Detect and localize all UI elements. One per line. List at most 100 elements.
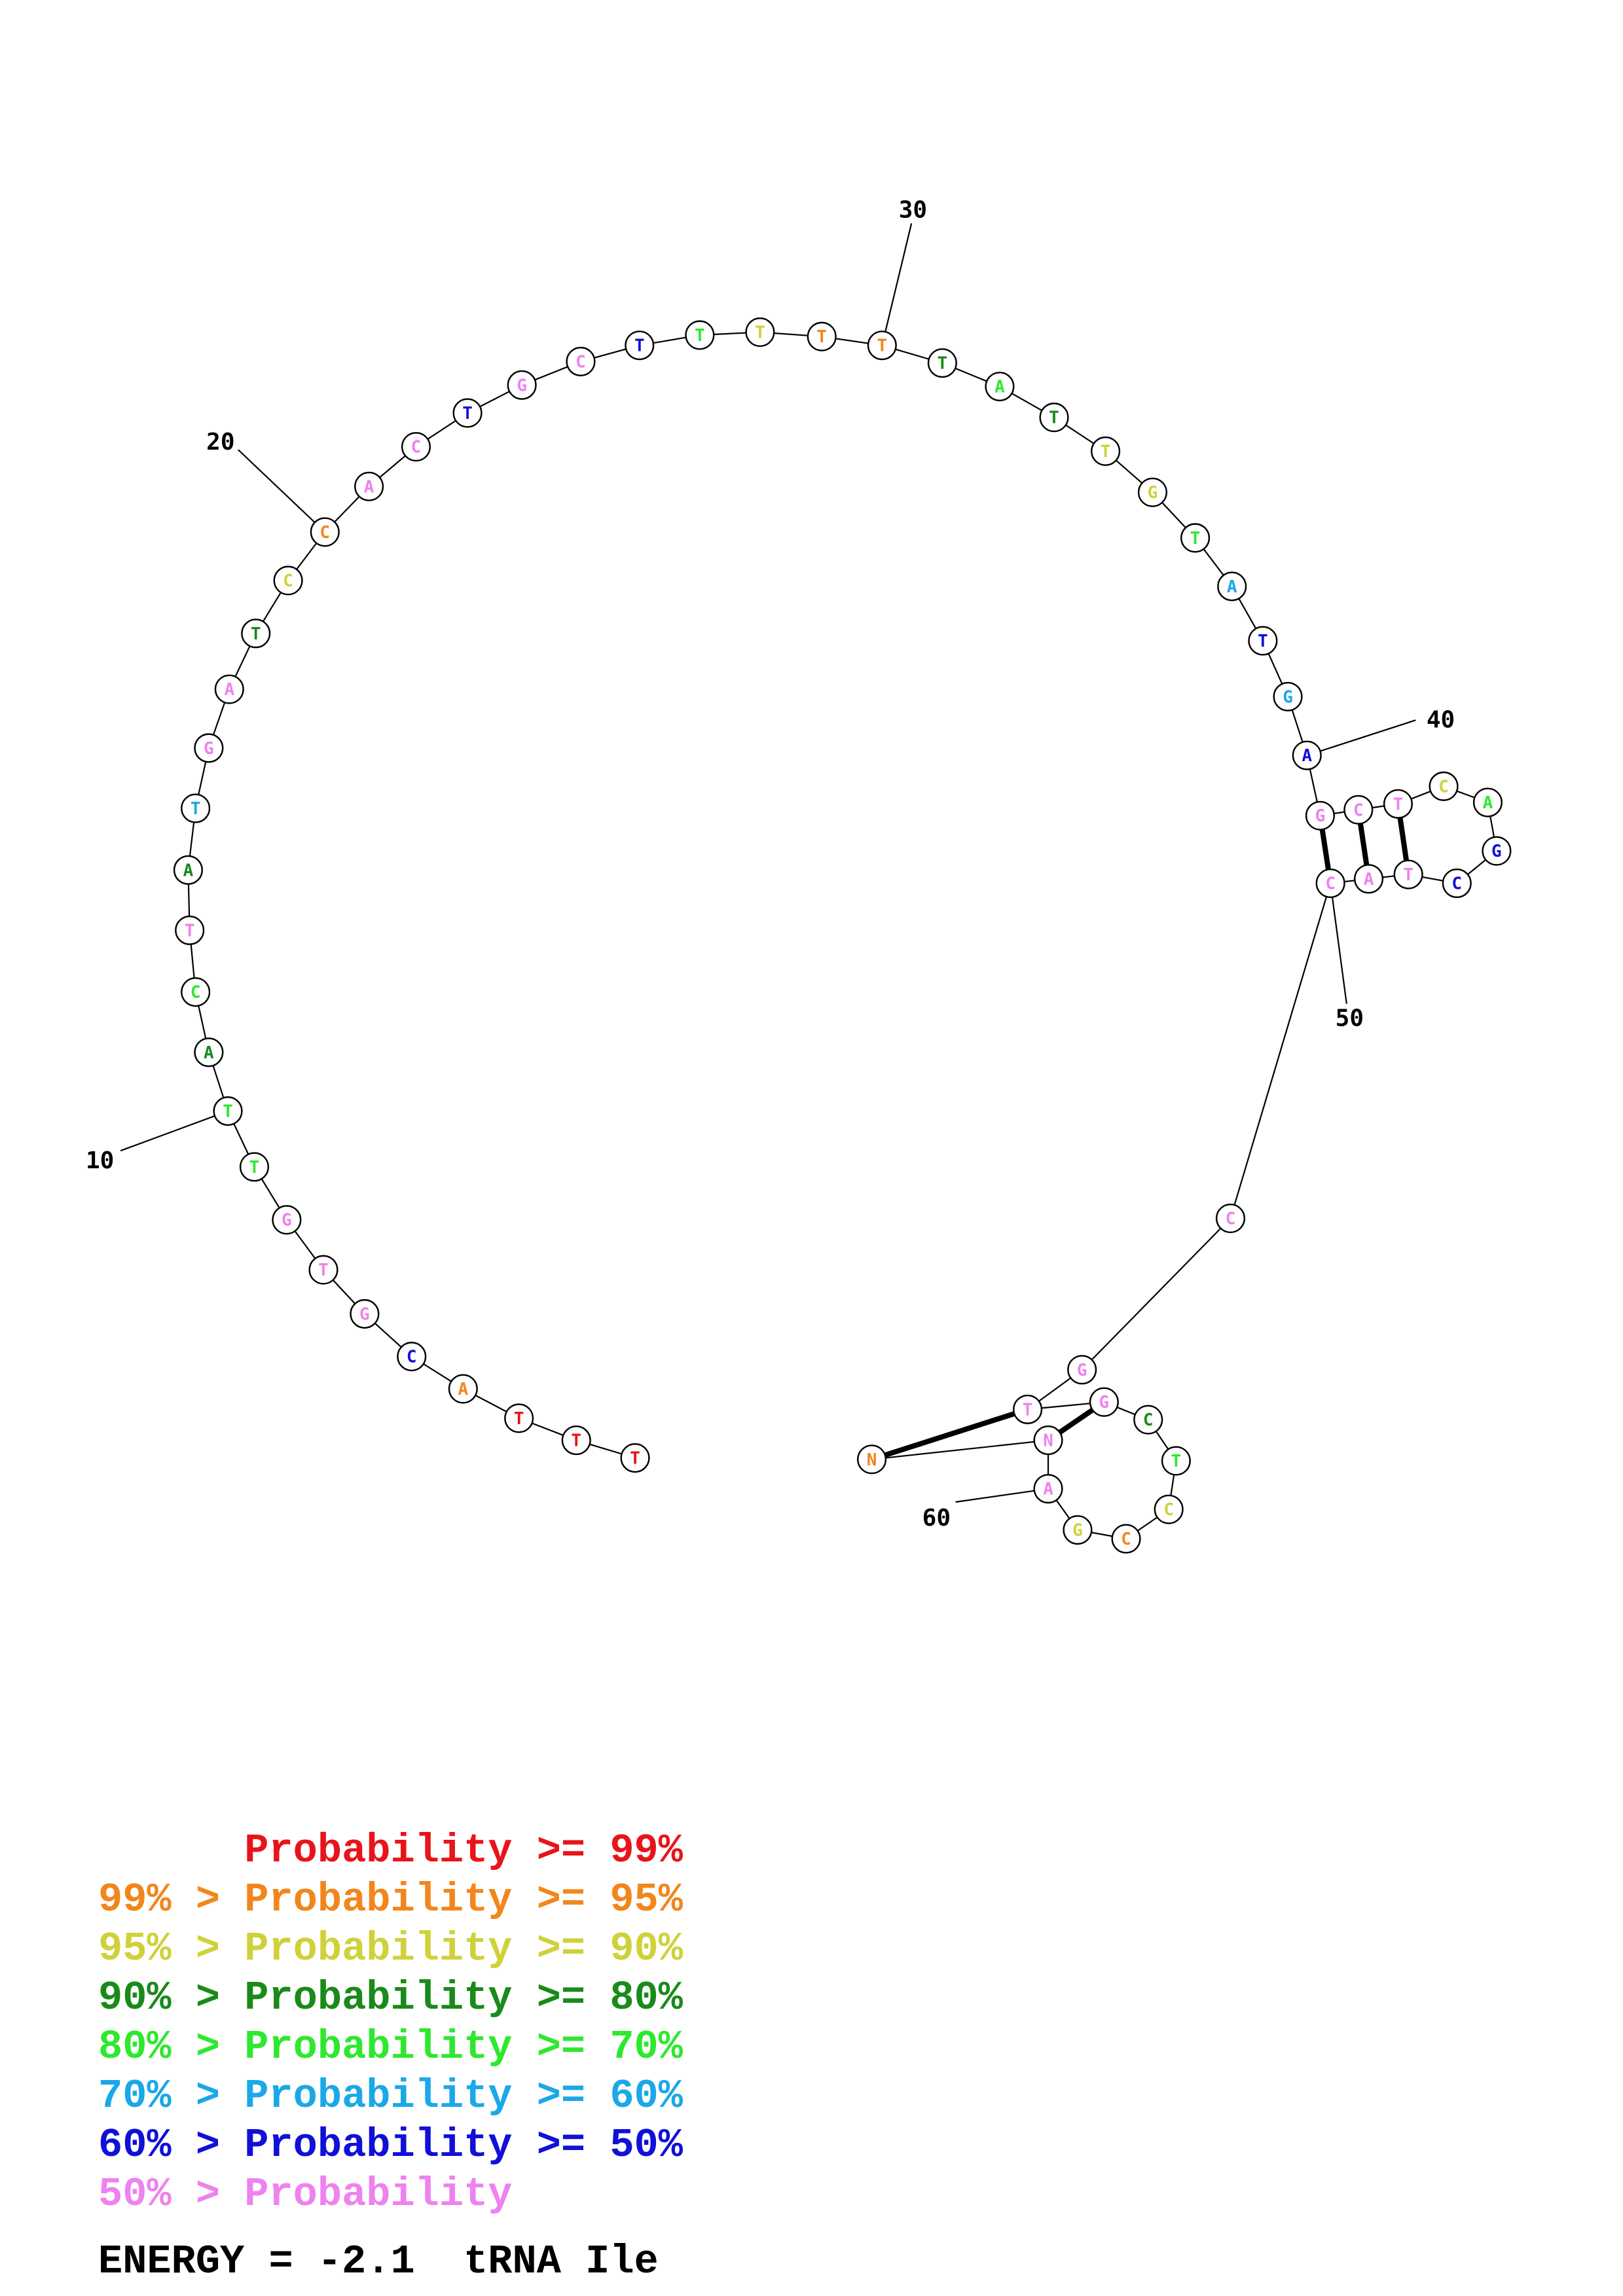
legend-row-p50: 60% > Probability >= 50% [98, 2121, 683, 2170]
nucleotide-letter: C [407, 1348, 417, 1367]
position-label-40: 40 [1427, 707, 1455, 734]
nucleotide-circle [173, 855, 203, 885]
nucleotide-letter: C [1163, 1500, 1174, 1520]
legend-text: Probability >= 50% [244, 2122, 683, 2168]
nucleotide-circle [1133, 1405, 1163, 1435]
nucleotide-letter: A [1483, 793, 1493, 813]
nucleotide-letter: G [1077, 1361, 1087, 1380]
nucleotide-14: A [173, 855, 203, 885]
nucleotide-circle [1039, 403, 1069, 433]
position-tick [1330, 883, 1347, 1004]
nucleotide-letter: A [364, 477, 374, 497]
nucleotide-36: T [1180, 523, 1211, 553]
nucleotide-letter: C [411, 438, 422, 457]
nucleotide-34: T [1091, 436, 1121, 466]
nucleotide-16: G [194, 733, 224, 763]
nucleotide-circle [745, 317, 775, 348]
nucleotide-10: T [213, 1096, 243, 1126]
nucleotide-circle [401, 432, 431, 462]
nucleotide-32: A [985, 372, 1015, 402]
position-label-30: 30 [899, 196, 927, 223]
nucleotide-38: T [1248, 626, 1278, 656]
legend-row-p95: 99% > Probability >= 95% [98, 1875, 683, 1924]
nucleotide-letter: G [359, 1304, 370, 1324]
nucleotide-letter: T [1171, 1452, 1182, 1471]
nucleotide-42: C [1343, 795, 1374, 825]
nucleotide-24: G [507, 370, 537, 400]
nucleotide-59: G [1063, 1515, 1093, 1545]
nucleotide-56: T [1161, 1446, 1191, 1476]
nucleotide-letter: C [575, 352, 586, 372]
position-ticks: 10 20 30 40 50 60 [86, 196, 1455, 1531]
nucleotide-circle [1273, 681, 1303, 711]
nucleotide-letter: C [191, 983, 201, 1003]
nucleotide-5: C [397, 1342, 427, 1372]
nucleotide-43: T [1383, 789, 1413, 819]
legend-prefix: 90% > [98, 1975, 245, 2021]
nucleotide-letter: T [571, 1431, 581, 1451]
nucleotide-51: C [1215, 1203, 1245, 1234]
nucleotide-letter: T [1049, 408, 1059, 428]
nucleotide-40: A [1292, 740, 1322, 770]
base-pair-bonds [871, 803, 1412, 1462]
nucleotide-54: G [1089, 1387, 1119, 1417]
nucleotide-circle [1089, 1387, 1119, 1417]
position-tick [238, 449, 326, 533]
nucleotide-57: C [1154, 1494, 1184, 1524]
nucleotide-letter: G [282, 1211, 292, 1230]
legend-text: Probability >= 99% [244, 1827, 683, 1874]
nucleotide-30: T [867, 331, 897, 361]
nucleotide-circle [1067, 1355, 1097, 1385]
nucleotide-1: T [620, 1443, 650, 1473]
nucleotide-53: T [1013, 1394, 1043, 1424]
nucleotide-letter: C [1451, 874, 1462, 894]
nucleotide-45: A [1472, 787, 1503, 817]
nucleotide-circle [504, 1403, 534, 1433]
nucleotide-circle [807, 321, 837, 351]
nucleotide-61: N [1033, 1426, 1063, 1456]
nucleotide-circle [350, 1299, 380, 1329]
nucleotide-28: T [745, 317, 775, 348]
nucleotide-46: G [1482, 836, 1512, 866]
nucleotide-60: A [1033, 1474, 1063, 1504]
nucleotides: T T T A C G T G T T A C T A T G A T C C A C T G C T T T T T T A T T G T A T G A… [173, 317, 1512, 1554]
nucleotide-circle [1343, 795, 1374, 825]
nucleotide-circle [1472, 787, 1503, 817]
nucleotide-letter: T [1101, 442, 1111, 461]
nucleotide-2: T [561, 1426, 591, 1456]
nucleotide-47: C [1442, 868, 1472, 899]
backbone-segment [1081, 1217, 1231, 1371]
position-tick [881, 223, 913, 346]
nucleotide-23: T [452, 398, 483, 428]
nucleotide-letter: A [1364, 870, 1374, 889]
nucleotide-letter: A [224, 680, 234, 700]
nucleotide-39: G [1273, 681, 1303, 711]
nucleotide-letter: C [1325, 874, 1336, 894]
nucleotide-letter: N [867, 1450, 877, 1470]
nucleotide-letter: T [462, 404, 473, 423]
nucleotide-circle [194, 1037, 224, 1067]
nucleotide-circle [1137, 477, 1167, 507]
nucleotide-letter: T [1393, 795, 1404, 814]
nucleotide-letter: T [695, 326, 705, 346]
position-label-10: 10 [86, 1147, 114, 1174]
nucleotide-circle [1091, 436, 1121, 466]
nucleotide-circle [561, 1426, 591, 1456]
nucleotide-19: C [273, 565, 303, 596]
nucleotide-13: T [175, 915, 205, 945]
nucleotide-letter: T [1403, 865, 1413, 885]
nucleotide-letter: T [877, 336, 887, 356]
nucleotide-letter: T [223, 1102, 233, 1122]
legend-text: Probability >= 70% [244, 2024, 683, 2070]
nucleotide-circle [1354, 864, 1384, 894]
nucleotide-circle [452, 398, 483, 428]
nucleotide-letter: A [204, 1043, 214, 1063]
nucleotide-letter: A [458, 1380, 468, 1399]
legend-row-p80: 90% > Probability >= 80% [98, 1973, 683, 2022]
position-tick [1306, 719, 1416, 757]
position-label-20: 20 [206, 429, 234, 456]
position-tick [120, 1110, 228, 1152]
nucleotide-circle [239, 1152, 269, 1182]
nucleotide-circle [985, 372, 1015, 402]
